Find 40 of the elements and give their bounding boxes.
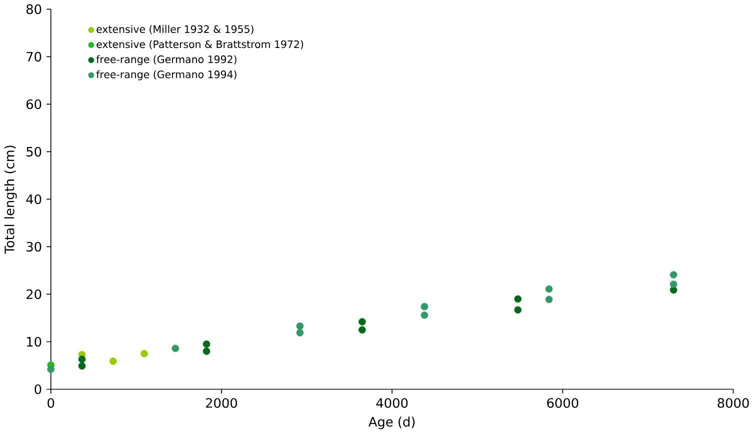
point	[47, 365, 55, 373]
x-tick-label: 6000	[547, 398, 578, 408]
point	[109, 357, 117, 365]
point	[514, 306, 522, 314]
x-tick-label: 0	[48, 398, 54, 408]
y-axis-title: Total length (cm)	[4, 145, 17, 254]
y-tick-label: 30	[26, 242, 42, 252]
y-tick-label: 70	[26, 52, 42, 62]
point	[140, 350, 148, 358]
point	[296, 328, 304, 336]
legend-label: free-range (Germano 1994)	[96, 70, 236, 80]
point	[670, 270, 678, 278]
y-tick-label: 40	[26, 194, 42, 204]
point	[420, 302, 428, 310]
point	[358, 326, 366, 334]
point	[545, 285, 553, 292]
y-tick-label: 0	[34, 384, 42, 394]
point	[420, 311, 428, 319]
x-tick-label: 2000	[206, 398, 238, 408]
x-tick-label: 8000	[718, 398, 749, 408]
x-axis-title: Age (d)	[368, 416, 415, 429]
point	[358, 318, 366, 326]
point	[514, 295, 522, 302]
point	[202, 347, 210, 355]
point	[670, 280, 678, 288]
point	[202, 340, 210, 348]
y-tick-label: 50	[26, 146, 42, 156]
point	[78, 362, 86, 370]
point	[296, 322, 304, 330]
point	[545, 296, 553, 303]
legend-label: free-range (Germano 1992)	[96, 55, 236, 65]
legend-label: extensive (Patterson & Brattstrom 1972)	[96, 40, 304, 50]
y-tick-label: 80	[26, 4, 42, 14]
y-tick-label: 60	[26, 99, 42, 109]
y-tick-label: 10	[27, 336, 42, 346]
y-tick-label: 20	[26, 289, 42, 299]
point	[78, 355, 86, 363]
x-tick-label: 4000	[376, 398, 408, 408]
point	[172, 344, 180, 352]
legend-label: extensive (Miller 1932 & 1955)	[96, 24, 254, 34]
